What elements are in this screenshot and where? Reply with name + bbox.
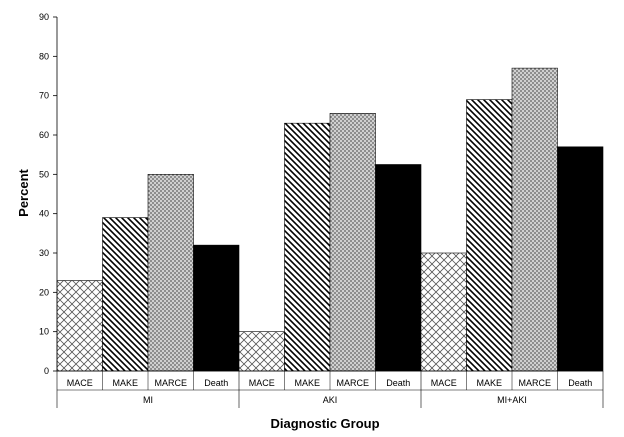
bar-aki-death	[375, 164, 422, 372]
category-label: Death	[204, 378, 228, 388]
category-label: MARCE	[154, 378, 187, 388]
y-tick-label: 20	[39, 287, 49, 297]
bar-aki-mace	[238, 331, 285, 372]
bar-mi-make	[102, 217, 149, 372]
axes-layer: MACE MAKE MARCE Death MI MACE MAKE MARCE Death AK…	[39, 12, 604, 408]
bar-mi-mace	[56, 280, 103, 372]
category-label: MARCE	[518, 378, 551, 388]
y-axis-title: Percent	[16, 168, 31, 216]
y-tick-label: 80	[39, 51, 49, 61]
bar-mi-aki-death	[557, 146, 604, 372]
y-tick-label: 40	[39, 209, 49, 219]
bar-mi-aki-marce	[511, 67, 558, 372]
group-label: MI	[143, 395, 153, 405]
category-label: MACE	[431, 378, 457, 388]
category-label: MAKE	[112, 378, 138, 388]
category-label: MAKE	[294, 378, 320, 388]
bar-mi-aki-mace	[420, 252, 467, 372]
y-tick-label: 0	[44, 366, 49, 376]
x-axis-title: Diagnostic Group	[270, 416, 379, 431]
group-label: MI+AKI	[497, 395, 527, 405]
group-label: AKI	[323, 395, 338, 405]
bars-layer	[56, 67, 604, 372]
bar-mi-marce	[147, 174, 194, 372]
category-label: Death	[568, 378, 592, 388]
bar-aki-marce	[329, 113, 376, 372]
bar-aki-make	[284, 122, 331, 372]
y-tick-label: 50	[39, 169, 49, 179]
category-label: MACE	[249, 378, 275, 388]
category-label: Death	[386, 378, 410, 388]
category-label: MARCE	[336, 378, 369, 388]
y-tick-label: 60	[39, 130, 49, 140]
category-label: MACE	[67, 378, 93, 388]
y-tick-label: 70	[39, 91, 49, 101]
bar-mi-aki-make	[466, 99, 513, 372]
y-tick-label: 10	[39, 327, 49, 337]
bar-mi-death	[193, 244, 240, 372]
y-tick-label: 90	[39, 12, 49, 22]
category-label: MAKE	[476, 378, 502, 388]
y-tick-label: 30	[39, 248, 49, 258]
